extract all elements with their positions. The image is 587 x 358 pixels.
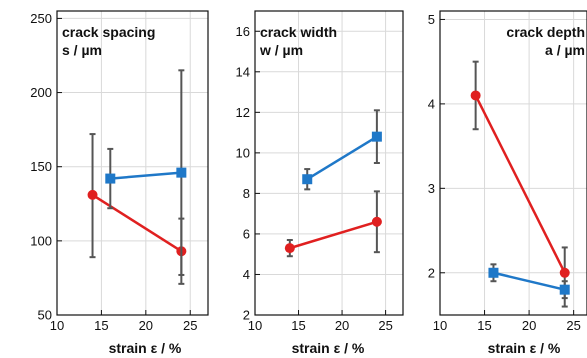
y-tick-label: 12 — [236, 105, 250, 120]
panel-title: crack spacing — [62, 24, 155, 40]
x-tick-label: 25 — [566, 318, 580, 333]
series-line — [289, 220, 378, 250]
y-tick-label: 3 — [428, 181, 435, 196]
x-tick-label: 25 — [183, 318, 197, 333]
x-axis-label: strain ε / % — [292, 340, 365, 356]
x-tick-label: 10 — [433, 318, 447, 333]
y-tick-label: 250 — [30, 11, 52, 26]
panel-title: crack depth — [506, 24, 585, 40]
x-axis-label: strain ε / % — [488, 340, 561, 356]
x-tick-label: 10 — [248, 318, 262, 333]
panel-subtitle: w / µm — [259, 42, 303, 58]
y-tick-label: 2 — [243, 308, 250, 323]
series-line — [493, 271, 566, 291]
x-axis-label: strain ε / % — [109, 340, 182, 356]
data-point — [105, 173, 116, 184]
panel-subtitle: s / µm — [62, 42, 102, 58]
data-point — [371, 131, 382, 142]
y-tick-label: 100 — [30, 233, 52, 248]
x-tick-label: 20 — [335, 318, 349, 333]
x-tick-label: 15 — [94, 318, 108, 333]
panel-subtitle: a / µm — [545, 42, 585, 58]
chart-panel-1: 10 15 20 25 50 100 150 200 250 strain ε / % crack … — [30, 10, 209, 356]
series-2 — [302, 109, 382, 191]
y-tick-label: 8 — [243, 186, 250, 201]
plot-frame — [439, 10, 587, 316]
series-1 — [87, 133, 187, 285]
chart-panel-3: 10 15 20 25 2 3 4 5 strain ε / % crack depth a / µ… — [428, 10, 587, 356]
y-tick-label: 5 — [428, 12, 435, 27]
panel-title: crack width — [260, 24, 337, 40]
x-tick-label: 10 — [50, 318, 64, 333]
data-point — [488, 267, 499, 278]
plot-frame — [56, 10, 209, 316]
data-point — [302, 174, 313, 185]
series-2 — [105, 69, 187, 276]
y-tick-label: 2 — [428, 265, 435, 280]
data-point — [559, 267, 570, 278]
series-1 — [470, 60, 570, 300]
data-point — [176, 167, 187, 178]
y-tick-label: 4 — [428, 96, 435, 111]
data-point — [284, 243, 295, 254]
series-line — [306, 135, 378, 181]
x-tick-label: 20 — [139, 318, 153, 333]
x-tick-label: 20 — [522, 318, 536, 333]
x-tick-label: 15 — [477, 318, 491, 333]
series-1 — [284, 190, 382, 258]
data-point — [470, 90, 481, 101]
data-point — [87, 189, 98, 200]
x-tick-label: 15 — [291, 318, 305, 333]
plot-frame — [254, 10, 404, 316]
y-tick-label: 16 — [236, 24, 250, 39]
series-line — [474, 94, 566, 274]
y-tick-label: 200 — [30, 85, 52, 100]
data-point — [371, 216, 382, 227]
series-line — [110, 171, 182, 180]
data-point — [559, 284, 570, 295]
series-line — [91, 193, 183, 253]
x-tick-label: 25 — [378, 318, 392, 333]
y-tick-label: 4 — [243, 267, 250, 282]
series-2 — [488, 263, 570, 308]
y-tick-label: 150 — [30, 159, 52, 174]
y-tick-label: 50 — [38, 308, 52, 323]
y-tick-label: 14 — [236, 64, 250, 79]
chart-panel-2: 10 15 20 25 2 4 6 8 10 12 14 16 strain ε / % crack wi… — [236, 10, 404, 356]
y-tick-label: 6 — [243, 226, 250, 241]
y-tick-label: 10 — [236, 145, 250, 160]
